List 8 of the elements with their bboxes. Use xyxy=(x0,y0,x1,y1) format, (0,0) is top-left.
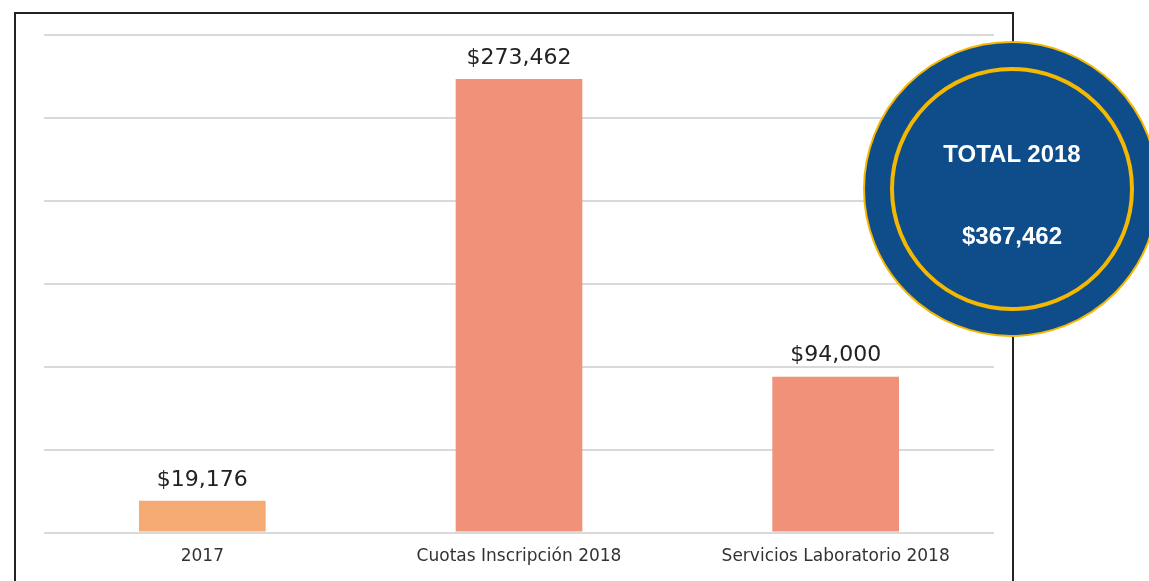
annotation: $367,462 xyxy=(960,222,1064,250)
annotation: TOTAL 2018 xyxy=(942,140,1082,168)
x-tick-label: Servicios Laboratorio 2018 xyxy=(721,545,950,566)
x-tick-label: 2017 xyxy=(180,545,224,566)
data-label: $19,176 xyxy=(156,465,248,491)
x-tick-label: Cuotas Inscripción 2018 xyxy=(416,545,622,566)
data-label: $273,462 xyxy=(466,43,572,69)
data-label: $94,000 xyxy=(790,341,882,367)
